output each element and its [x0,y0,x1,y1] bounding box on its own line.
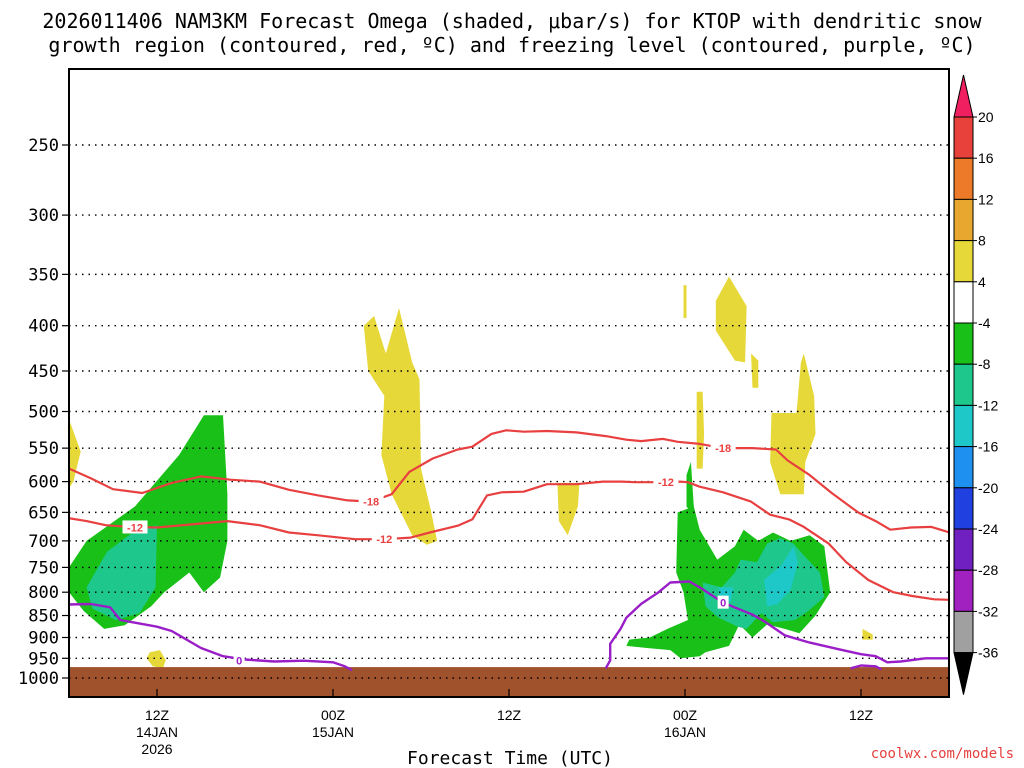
x-tick-date-3: 16JAN [664,724,706,740]
colorbar-bottom-arrow [953,652,974,695]
colorbar-swatch-1 [953,116,974,159]
colorbar-label-1: 16 [978,150,994,166]
colorbar-label-10: -24 [978,521,998,537]
colorbar-label-13: -36 [978,645,998,661]
colorbar-swatch-6 [953,322,974,365]
omega-region-4 [363,308,438,545]
omega-region-8 [715,276,747,363]
colorbar-swatch-2 [953,157,974,200]
contour-dendritic-0 [69,429,949,534]
y-tick-label-400: 400 [28,317,59,337]
y-tick-label-700: 700 [28,532,59,552]
omega-region-10 [770,353,816,495]
omega-region-5 [557,482,580,536]
colorbar-swatch-5 [953,281,974,324]
contour-labels: -18 -12 -12 -12 -18 0 0 [122,441,736,667]
x-tick-label-1: 00Z [321,707,346,723]
contour-label-1: -12 [127,522,143,534]
colorbar-swatch-13 [953,610,974,654]
x-tick-year-0: 2026 [141,741,172,757]
contour-label-2: -12 [376,534,392,546]
colorbar-swatch-8 [953,404,974,448]
x-tick-label-3: 00Z [673,707,698,723]
omega-region-12 [686,461,694,513]
colorbar-swatch-11 [953,528,974,571]
y-tick-label-500: 500 [28,403,59,423]
colorbar-label-3: 8 [978,233,986,249]
contour-freezing-7 [850,664,883,671]
pressure-axis: 2503003504004505005506006507007508008509… [18,136,69,689]
omega-region-16 [764,546,798,607]
contour-label-bg-1 [122,520,148,534]
contour-label-6: 0 [720,598,726,610]
omega-region-7 [696,391,705,469]
omega-colorbar: 20 16 12 8 4 -4 -8 -12 -16 -20 -24 -28 -32 -36 [953,74,998,695]
colorbar-label-8: -16 [978,439,998,455]
chart-title-line1: 2026011406 NAM3KM Forecast Omega (shaded… [42,9,982,33]
contour-label-bg-5 [233,653,245,667]
contour-label-5: 0 [236,655,242,667]
contour-label-bg-4 [710,441,736,455]
colorbar-swatch-7 [953,363,974,406]
omega-region-6 [683,285,687,318]
y-tick-label-300: 300 [28,206,59,226]
y-tick-label-800: 800 [28,583,59,603]
colorbar-label-9: -20 [978,480,998,496]
omega-region-11 [862,628,873,640]
y-tick-label-900: 900 [28,628,59,648]
omega-region-1 [86,525,157,620]
colorbar-label-7: -12 [978,397,998,413]
omega-region-9 [751,353,759,388]
x-tick-date-1: 15JAN [312,724,354,740]
y-tick-label-250: 250 [28,136,59,156]
y-tick-label-650: 650 [28,503,59,523]
omega-region-2 [69,419,81,488]
x-tick-label-2: 12Z [497,707,522,723]
colorbar-swatch-12 [953,569,974,612]
y-tick-label-850: 850 [28,607,59,627]
y-tick-label-950: 950 [28,649,59,669]
x-tick-label-0: 12Z [145,707,170,723]
contour-label-bg-3 [653,475,679,489]
y-tick-label-550: 550 [28,439,59,459]
colorbar-swatch-4 [953,240,974,283]
colorbar-label-0: 20 [978,109,994,125]
contour-label-bg-0 [358,494,384,508]
contour-freezing-5 [69,602,353,672]
y-tick-label-600: 600 [28,473,59,493]
colorbar-label-4: 4 [978,274,986,290]
colorbar-swatch-9 [953,446,974,489]
colorbar-swatch-3 [953,198,974,242]
colorbar-top-arrow [953,74,974,118]
chart-title-line2: growth region (contoured, red, ºC) and f… [48,33,975,57]
contour-label-0: -18 [363,497,379,509]
omega-shading-layer [69,276,873,669]
y-tick-label-750: 750 [28,558,59,578]
colorbar-label-11: -28 [978,562,998,578]
y-tick-label-450: 450 [28,362,59,382]
contour-freezing-6 [604,580,949,669]
contour-label-4: -18 [715,443,731,455]
colorbar-label-6: -8 [978,356,991,372]
omega-region-3 [146,650,166,669]
x-tick-date-0: 14JAN [136,724,178,740]
colorbar-label-2: 12 [978,191,994,207]
y-tick-label-350: 350 [28,265,59,285]
contour-label-bg-2 [371,532,397,546]
x-tick-label-4: 12Z [849,707,874,723]
colorbar-label-12: -32 [978,603,998,619]
contour-dendritic-1 [69,480,949,601]
colorbar-label-5: -4 [978,315,991,331]
site-credit: coolwx.com/models [871,746,1014,762]
contour-layer [69,429,949,672]
y-tick-label-1000: 1000 [18,669,59,689]
contour-label-bg-6 [717,595,729,609]
x-axis-title: Forecast Time (UTC) [407,748,613,768]
contour-label-3: -12 [658,477,674,489]
colorbar-swatch-10 [953,487,974,530]
